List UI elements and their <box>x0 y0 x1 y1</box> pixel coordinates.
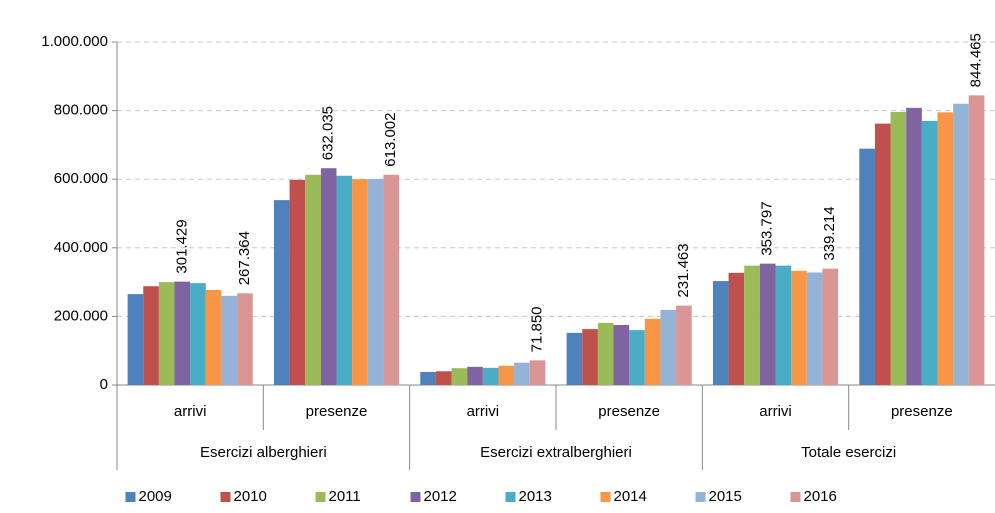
data-label: 613.002 <box>382 113 399 167</box>
legend-swatch <box>600 492 611 502</box>
group-label: Totale esercizi <box>801 444 896 461</box>
bar <box>968 95 985 385</box>
bar <box>237 293 253 385</box>
legend-label: 2009 <box>139 488 172 505</box>
bar <box>127 294 144 385</box>
bar <box>791 270 807 385</box>
bar <box>859 148 875 385</box>
bar <box>906 107 922 385</box>
bar <box>435 371 452 385</box>
group-label: Esercizi extralberghieri <box>480 444 632 461</box>
x-tick-label: arrivi <box>467 403 500 420</box>
bar <box>514 362 530 385</box>
bar <box>158 282 175 385</box>
bar <box>305 174 321 385</box>
bar <box>529 360 546 385</box>
y-tick-label: 800.000 <box>54 102 108 119</box>
y-tick-label: 600.000 <box>54 170 108 187</box>
x-tick-label: presenze <box>306 403 368 420</box>
bar <box>744 265 760 385</box>
data-label: 844.465 <box>968 33 985 87</box>
data-label: 301.429 <box>173 219 190 273</box>
bar <box>320 168 337 385</box>
bar <box>953 103 969 386</box>
data-label: 632.035 <box>320 106 337 160</box>
legend-label: 2013 <box>519 488 552 505</box>
legend-label: 2014 <box>614 488 647 505</box>
bar <box>205 289 222 385</box>
legend-swatch <box>505 492 516 502</box>
legend-swatch <box>790 492 801 502</box>
data-label: 353.797 <box>759 201 776 255</box>
x-tick-label: presenze <box>891 403 953 420</box>
bar <box>597 322 614 385</box>
y-tick-label: 200.000 <box>54 307 108 324</box>
data-label: 267.364 <box>236 231 253 285</box>
legend-swatch <box>410 492 421 502</box>
bar <box>759 263 776 385</box>
bar <box>775 265 792 385</box>
y-tick-label: 1.000.000 <box>41 33 108 50</box>
data-label: 231.463 <box>675 243 692 297</box>
group-label: Esercizi alberghieri <box>200 444 327 461</box>
bar <box>806 272 823 385</box>
bar <box>566 332 583 385</box>
bar <box>644 318 661 385</box>
bar <box>728 272 745 385</box>
bar <box>822 268 839 385</box>
bar <box>921 120 938 385</box>
bar <box>420 371 436 385</box>
legend-label: 2012 <box>424 488 457 505</box>
bar <box>143 286 159 385</box>
bar <box>289 179 306 385</box>
legend-label: 2010 <box>234 488 267 505</box>
bar <box>874 123 891 385</box>
legend-swatch <box>315 492 326 502</box>
bar <box>367 178 384 385</box>
legend-label: 2015 <box>709 488 742 505</box>
x-tick-label: arrivi <box>174 403 207 420</box>
legend-label: 2016 <box>804 488 837 505</box>
legend-swatch <box>125 492 136 502</box>
bar <box>451 368 468 385</box>
bar <box>676 305 692 385</box>
bar <box>190 283 206 385</box>
x-tick-label: arrivi <box>759 403 792 420</box>
legend-swatch <box>695 492 706 502</box>
bar <box>712 281 729 385</box>
bar <box>937 112 954 385</box>
bar <box>383 174 400 385</box>
x-tick-label: presenze <box>598 403 660 420</box>
bar <box>467 366 483 385</box>
bar <box>890 111 907 386</box>
bar <box>613 324 630 385</box>
bar <box>336 175 353 385</box>
data-label: 339.214 <box>821 206 838 260</box>
bar <box>273 200 290 385</box>
y-tick-label: 400.000 <box>54 239 108 256</box>
legend-label: 2011 <box>329 488 361 505</box>
legend-swatch <box>220 492 231 502</box>
bar <box>221 295 238 385</box>
bar <box>352 179 368 385</box>
data-label: 71.850 <box>529 306 546 352</box>
bar <box>174 281 191 385</box>
bar <box>660 309 677 385</box>
y-tick-label: 0 <box>100 376 108 393</box>
bar <box>629 330 645 385</box>
bar <box>582 329 598 385</box>
bar <box>482 367 499 385</box>
bar <box>498 365 515 385</box>
